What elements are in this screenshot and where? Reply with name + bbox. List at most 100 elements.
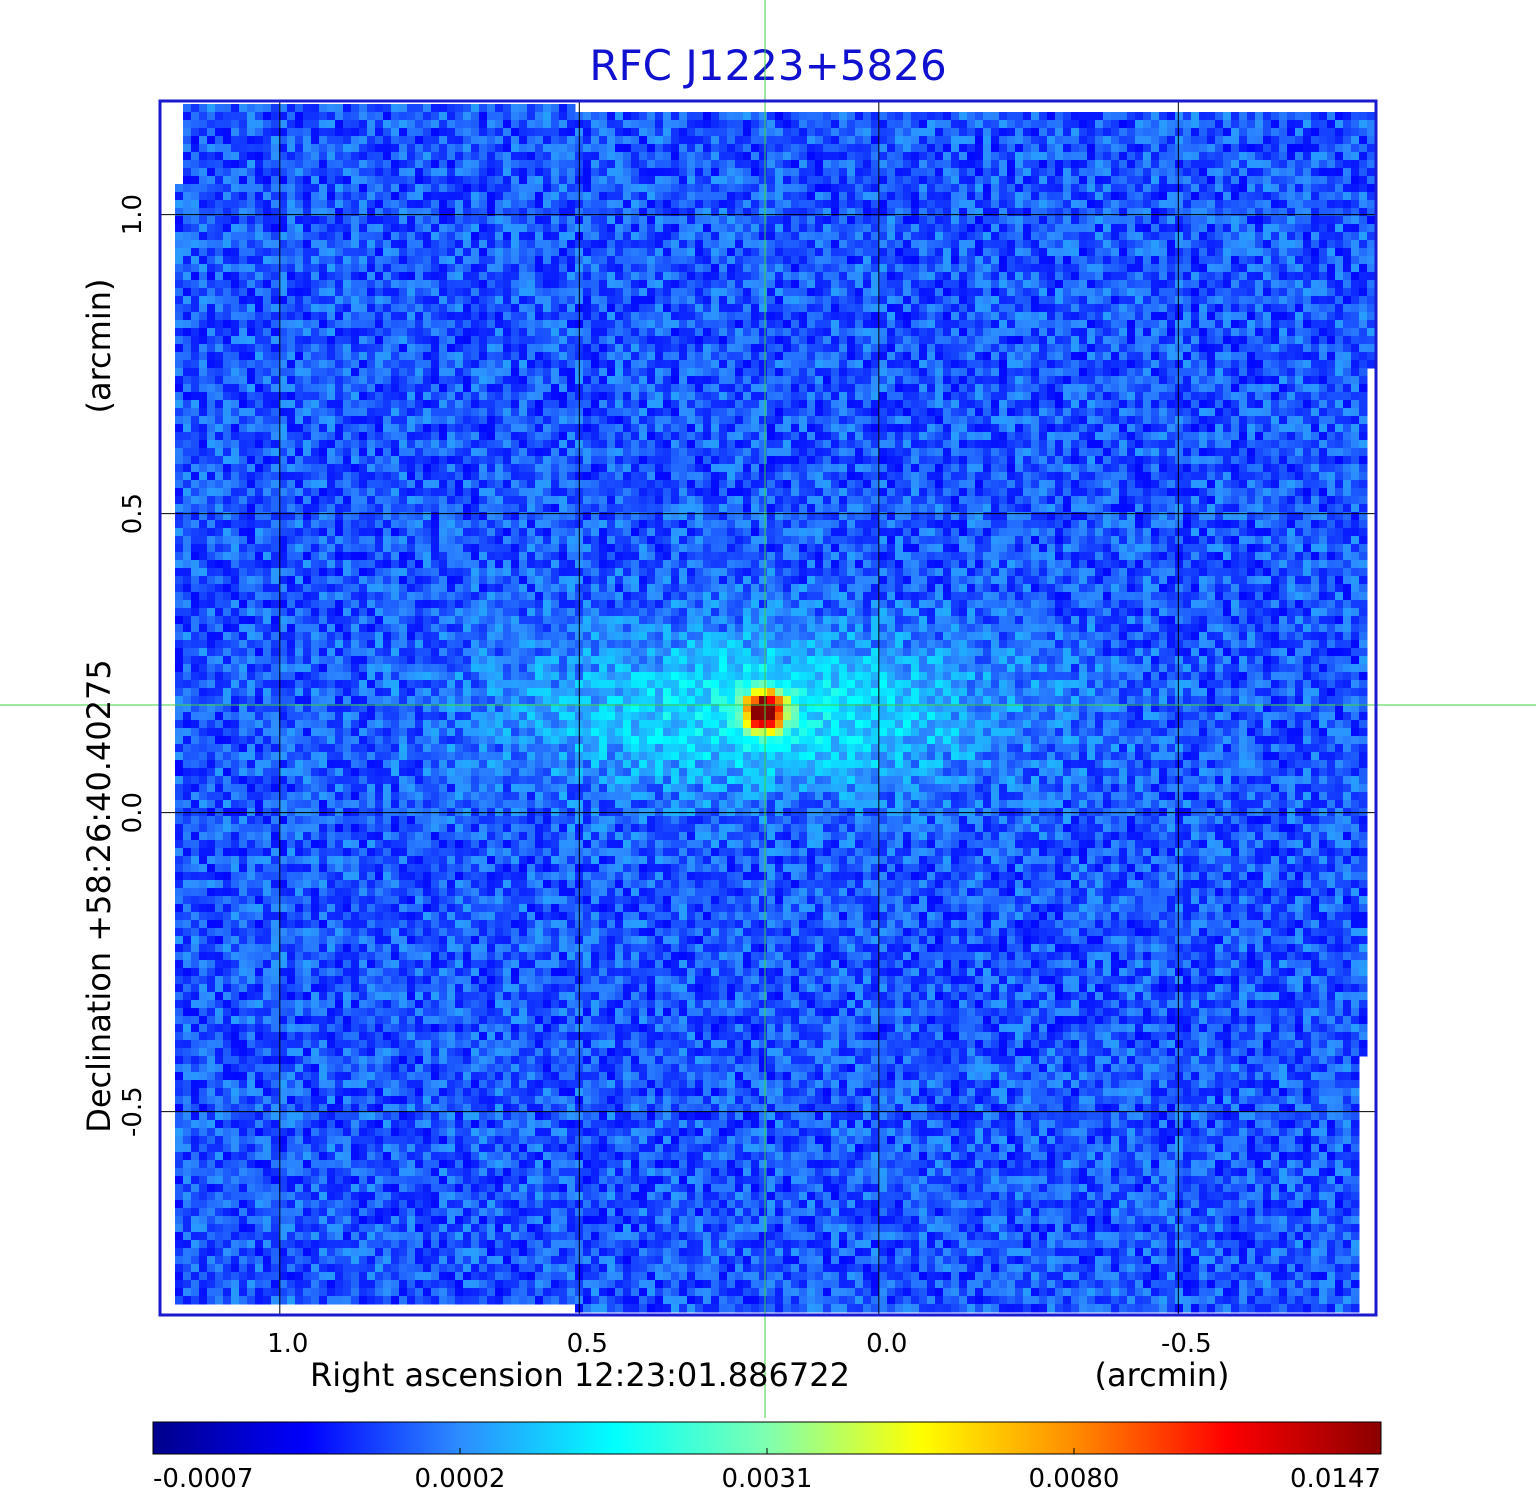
heatmap-pixel xyxy=(967,264,976,273)
heatmap-pixel xyxy=(1311,120,1320,129)
heatmap-pixel xyxy=(743,256,752,265)
heatmap-pixel xyxy=(671,248,680,257)
heatmap-pixel xyxy=(455,296,464,305)
heatmap-pixel xyxy=(359,200,368,209)
heatmap-pixel xyxy=(367,160,376,169)
heatmap-pixel xyxy=(903,344,912,353)
heatmap-pixel xyxy=(1063,192,1072,201)
heatmap-pixel xyxy=(407,208,416,217)
heatmap-pixel xyxy=(1295,304,1304,313)
heatmap-pixel xyxy=(183,264,192,273)
heatmap-pixel xyxy=(487,288,496,297)
heatmap-pixel xyxy=(519,144,528,153)
heatmap-pixel xyxy=(647,368,656,377)
heatmap-pixel xyxy=(1319,336,1328,345)
heatmap-pixel xyxy=(1247,296,1256,305)
heatmap-pixel xyxy=(903,168,912,177)
heatmap-pixel xyxy=(1191,304,1200,313)
heatmap-pixel xyxy=(999,200,1008,209)
heatmap-pixel xyxy=(1335,296,1344,305)
heatmap-pixel xyxy=(295,328,304,337)
heatmap-pixel xyxy=(847,320,856,329)
heatmap-pixel xyxy=(375,112,384,121)
heatmap-pixel xyxy=(983,248,992,257)
heatmap-pixel xyxy=(335,336,344,345)
heatmap-pixel xyxy=(327,192,336,201)
heatmap-pixel xyxy=(911,280,920,289)
heatmap-pixel xyxy=(1303,328,1312,337)
heatmap-pixel xyxy=(191,232,200,241)
heatmap-pixel xyxy=(1359,184,1368,193)
heatmap-pixel xyxy=(439,192,448,201)
heatmap-pixel xyxy=(351,144,360,153)
heatmap-pixel xyxy=(463,184,472,193)
heatmap-pixel xyxy=(455,312,464,321)
heatmap-pixel xyxy=(1103,176,1112,185)
heatmap-pixel xyxy=(1255,248,1264,257)
heatmap-pixel xyxy=(727,280,736,289)
heatmap-pixel xyxy=(975,144,984,153)
heatmap-pixel xyxy=(1055,144,1064,153)
heatmap-pixel xyxy=(1087,320,1096,329)
heatmap-pixel xyxy=(975,136,984,145)
heatmap-pixel xyxy=(727,160,736,169)
heatmap-pixel xyxy=(679,352,688,361)
heatmap-pixel xyxy=(247,296,256,305)
heatmap-pixel xyxy=(423,352,432,361)
heatmap-pixel xyxy=(679,272,688,281)
heatmap-pixel xyxy=(1255,232,1264,241)
heatmap-pixel xyxy=(399,104,408,113)
heatmap-pixel xyxy=(279,136,288,145)
heatmap-pixel xyxy=(831,224,840,233)
heatmap-pixel xyxy=(1111,144,1120,153)
heatmap-pixel xyxy=(1303,216,1312,225)
heatmap-pixel xyxy=(743,232,752,241)
heatmap-pixel xyxy=(1263,304,1272,313)
heatmap-pixel xyxy=(935,336,944,345)
heatmap-pixel xyxy=(519,240,528,249)
heatmap-pixel xyxy=(199,288,208,297)
heatmap-pixel xyxy=(807,360,816,369)
heatmap-pixel xyxy=(231,360,240,369)
heatmap-pixel xyxy=(767,160,776,169)
heatmap-pixel xyxy=(1063,216,1072,225)
heatmap-pixel xyxy=(1287,352,1296,361)
heatmap-pixel xyxy=(1287,176,1296,185)
heatmap-pixel xyxy=(855,176,864,185)
heatmap-pixel xyxy=(1071,200,1080,209)
heatmap-pixel xyxy=(1007,288,1016,297)
heatmap-pixel xyxy=(1207,248,1216,257)
heatmap-pixel xyxy=(759,144,768,153)
heatmap-pixel xyxy=(367,120,376,129)
heatmap-pixel xyxy=(407,360,416,369)
heatmap-pixel xyxy=(183,312,192,321)
heatmap-pixel xyxy=(311,160,320,169)
heatmap-pixel xyxy=(247,104,256,113)
heatmap-pixel xyxy=(1327,256,1336,265)
heatmap-pixel xyxy=(175,224,184,233)
heatmap-pixel xyxy=(975,288,984,297)
heatmap-pixel xyxy=(887,160,896,169)
heatmap-pixel xyxy=(1271,128,1280,137)
heatmap-pixel xyxy=(1047,184,1056,193)
heatmap-pixel xyxy=(911,208,920,217)
heatmap-pixel xyxy=(519,288,528,297)
heatmap-pixel xyxy=(1055,216,1064,225)
heatmap-pixel xyxy=(231,128,240,137)
heatmap-pixel xyxy=(431,360,440,369)
heatmap-pixel xyxy=(919,288,928,297)
heatmap-pixel xyxy=(295,160,304,169)
heatmap-pixel xyxy=(1015,208,1024,217)
heatmap-pixel xyxy=(479,280,488,289)
heatmap-pixel xyxy=(439,288,448,297)
heatmap-pixel xyxy=(1239,144,1248,153)
heatmap-pixel xyxy=(1367,288,1376,297)
heatmap-pixel xyxy=(1279,328,1288,337)
heatmap-pixel xyxy=(831,240,840,249)
heatmap-pixel xyxy=(519,104,528,113)
heatmap-pixel xyxy=(919,216,928,225)
heatmap-pixel xyxy=(559,144,568,153)
heatmap-pixel xyxy=(759,216,768,225)
heatmap-pixel xyxy=(1295,176,1304,185)
heatmap-pixel xyxy=(375,312,384,321)
